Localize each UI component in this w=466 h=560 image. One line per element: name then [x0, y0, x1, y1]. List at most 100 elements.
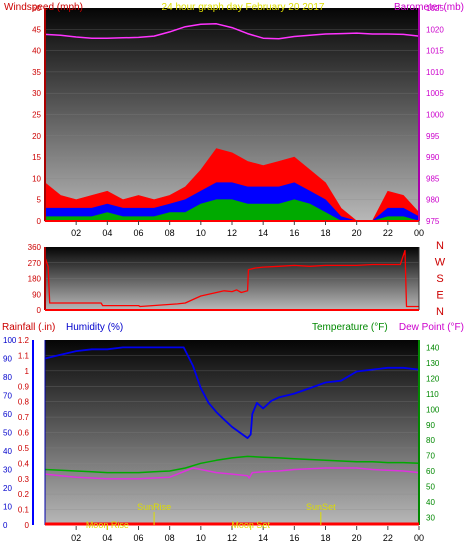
direction-y-ticks: 0 90 180 270 360 [28, 243, 42, 315]
direction-y-tick-label: 180 [28, 275, 42, 284]
rain-y-tick-label: 0.2 [18, 490, 30, 499]
x-tick-label: 08 [165, 228, 175, 238]
climate-gridlines [45, 355, 419, 510]
humidity-y-tick-label: 40 [3, 447, 12, 456]
x-tick-label: 20 [352, 533, 362, 543]
direction-y-tick-label: 0 [37, 306, 42, 315]
x-tick-label: 08 [165, 533, 175, 543]
x-tick-label: 18 [320, 533, 330, 543]
temperature-y-tick-label: 110 [426, 390, 439, 399]
annotation-label: SunSet [306, 502, 336, 512]
wind-y-tick-label: 40 [32, 47, 41, 56]
wind-y-tick-label: 30 [32, 89, 41, 98]
climate-x-ticks: 02 04 06 08 10 12 14 16 18 20 22 00 [71, 526, 424, 543]
x-tick-label: 22 [383, 228, 393, 238]
barometer-y-axis-title: Barometer (mb) [394, 2, 464, 13]
rain-y-ticks: 0 0.1 0.2 0.3 0.4 0.5 0.6 0.7 0.8 0.9 1 1.1 1.2 [18, 336, 30, 530]
rain-y-tick-label: 1 [25, 367, 30, 376]
humidity-y-tick-label: 90 [3, 355, 12, 364]
dew-point-line [44, 467, 420, 480]
x-tick-label: 16 [289, 533, 299, 543]
annotation-label: SunRise [137, 502, 171, 512]
rain-y-tick-label: 0.4 [18, 459, 30, 468]
wind-direction-line [44, 249, 419, 308]
temperature-y-tick-label: 70 [426, 452, 435, 461]
humidity-y-ticks: 0 10 20 30 40 50 60 70 80 90 100 [3, 336, 17, 530]
direction-y-tick-label: 270 [28, 259, 42, 268]
wind-y-ticks: 0 5 10 15 20 25 30 35 40 45 50 [32, 4, 41, 226]
barometer-y-tick-label: 1015 [426, 47, 444, 56]
rain-y-tick-label: 0.8 [18, 398, 30, 407]
barometer-y-tick-label: 980 [426, 196, 440, 205]
rain-y-tick-label: 0.3 [18, 475, 30, 484]
temperature-y-ticks: 30 40 50 60 70 80 90 100 110 120 130 140 [426, 344, 440, 523]
rain-y-tick-label: 0.7 [18, 413, 30, 422]
direction-y-tick-label: 90 [32, 290, 41, 299]
wind-x-ticks: 02 04 06 08 10 12 14 16 18 20 22 00 [71, 221, 424, 238]
x-tick-label: 06 [133, 228, 143, 238]
humidity-y-tick-label: 0 [3, 521, 8, 530]
x-tick-label: 04 [102, 533, 112, 543]
climate-series [44, 346, 420, 480]
humidity-y-tick-label: 80 [3, 373, 12, 382]
barometer-line [44, 23, 420, 40]
x-tick-label: 14 [258, 228, 268, 238]
rain-y-tick-label: 0.6 [18, 429, 30, 438]
humidity-y-tick-label: 20 [3, 484, 12, 493]
temperature-y-tick-label: 100 [426, 405, 440, 414]
x-tick-label: 14 [258, 533, 268, 543]
humidity-axis-title: Humidity (%) [66, 322, 123, 333]
temperature-y-tick-label: 130 [426, 359, 440, 368]
compass-letter: E [436, 290, 443, 302]
compass-letter: N [436, 240, 444, 252]
sun-moon-annotations: Moon Rise SunRise Moon Set SunSet [86, 502, 336, 530]
humidity-y-tick-label: 10 [3, 503, 12, 512]
temperature-line [44, 455, 420, 474]
x-tick-label: 22 [383, 533, 393, 543]
wind-y-tick-label: 10 [32, 174, 41, 183]
wind-y-tick-label: 15 [32, 153, 41, 162]
rain-y-tick-label: 0.5 [18, 444, 30, 453]
direction-gridlines [45, 262, 419, 295]
wind-y-tick-label: 50 [32, 4, 41, 13]
wind-series [44, 23, 420, 222]
temperature-y-tick-label: 30 [426, 513, 435, 522]
temperature-axis-title: Temperature (°F) [312, 322, 388, 333]
barometer-y-tick-label: 1020 [426, 25, 444, 34]
x-tick-label: 16 [289, 228, 299, 238]
x-tick-label: 06 [133, 533, 143, 543]
temperature-y-tick-label: 90 [426, 421, 435, 430]
humidity-line [44, 346, 420, 440]
temperature-y-tick-label: 50 [426, 482, 435, 491]
barometer-y-tick-label: 1005 [426, 89, 444, 98]
wind-y-tick-label: 5 [37, 196, 42, 205]
direction-series [44, 249, 419, 308]
humidity-y-tick-label: 100 [3, 336, 17, 345]
temperature-y-tick-label: 80 [426, 436, 435, 445]
x-tick-label: 18 [320, 228, 330, 238]
barometer-y-tick-label: 1025 [426, 4, 444, 13]
compass-letter: S [436, 273, 443, 285]
wind-y-tick-label: 45 [32, 25, 41, 34]
rainfall-axis-title: Rainfall (.in) [2, 322, 55, 333]
barometer-y-ticks: 975 980 985 990 995 1000 1005 1010 1015 1020 1025 [426, 4, 444, 226]
barometer-y-tick-label: 985 [426, 174, 440, 183]
dew-point-axis-title: Dew Point (°F) [399, 322, 464, 333]
annotation-label: Moon Set [231, 520, 270, 530]
temperature-y-tick-label: 60 [426, 467, 435, 476]
x-tick-label: 02 [71, 228, 81, 238]
compass-letter: N [436, 306, 444, 318]
wind-y-axis-title: Windspeed (mph) [4, 2, 83, 13]
wind-y-tick-label: 25 [32, 111, 41, 120]
rain-humidity-temperature-panel: Rainfall (.in) Humidity (%) Temperature … [2, 322, 464, 543]
humidity-y-tick-label: 50 [3, 429, 12, 438]
barometer-y-tick-label: 995 [426, 132, 440, 141]
wind-y-tick-label: 0 [37, 217, 42, 226]
rain-y-tick-label: 0.1 [18, 506, 30, 515]
x-tick-label: 20 [352, 228, 362, 238]
rain-y-tick-label: 0.9 [18, 382, 30, 391]
